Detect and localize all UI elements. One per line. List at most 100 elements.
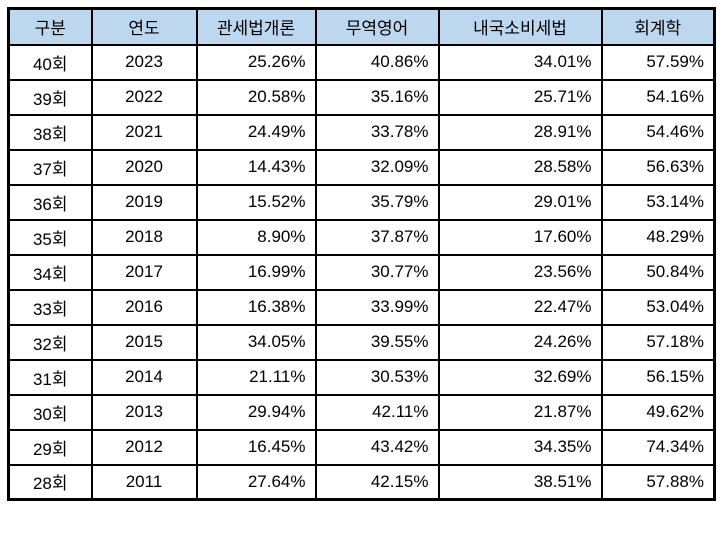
table-row: 35회 2018 8.90% 37.87% 17.60% 48.29% [7,218,716,256]
cell: 28.58% [437,148,603,186]
cell: 39.55% [314,323,440,361]
cell: 16.45% [195,428,317,466]
cell: 29.01% [437,183,603,221]
cell: 74.34% [600,428,716,466]
cell: 2023 [90,43,198,81]
cell: 2015 [90,323,198,361]
cell: 48.29% [600,218,716,256]
cell: 33.78% [314,113,440,151]
cell: 2012 [90,428,198,466]
cell: 32.09% [314,148,440,186]
cell: 42.11% [314,393,440,431]
cell: 33회 [7,288,93,326]
cell: 32회 [7,323,93,361]
cell: 21.87% [437,393,603,431]
cell: 37회 [7,148,93,186]
table-row: 28회 2011 27.64% 42.15% 38.51% 57.88% [7,463,716,501]
table-row: 39회 2022 20.58% 35.16% 25.71% 54.16% [7,78,716,116]
table-row: 36회 2019 15.52% 35.79% 29.01% 53.14% [7,183,716,221]
cell: 35.16% [314,78,440,116]
cell: 49.62% [600,393,716,431]
cell: 38.51% [437,463,603,501]
cell: 2011 [90,463,198,501]
cell: 40회 [7,43,93,81]
cell: 27.64% [195,463,317,501]
cell: 40.86% [314,43,440,81]
table-row: 30회 2013 29.94% 42.11% 21.87% 49.62% [7,393,716,431]
cell: 50.84% [600,253,716,291]
column-header: 연도 [90,7,198,46]
pass-rate-table: 구분 연도 관세법개론 무역영어 내국소비세법 회계학 40회 2023 25.26% 40.8… [7,7,716,501]
cell: 25.26% [195,43,317,81]
cell: 32.69% [437,358,603,396]
cell: 38회 [7,113,93,151]
cell: 34.01% [437,43,603,81]
cell: 2020 [90,148,198,186]
cell: 36회 [7,183,93,221]
column-header: 구분 [7,7,93,46]
cell: 22.47% [437,288,603,326]
cell: 34회 [7,253,93,291]
column-header: 회계학 [600,7,716,46]
cell: 30회 [7,393,93,431]
cell: 16.99% [195,253,317,291]
cell: 21.11% [195,358,317,396]
table-row: 38회 2021 24.49% 33.78% 28.91% 54.46% [7,113,716,151]
cell: 2019 [90,183,198,221]
cell: 24.26% [437,323,603,361]
column-header: 무역영어 [314,7,440,46]
cell: 23.56% [437,253,603,291]
table-row: 40회 2023 25.26% 40.86% 34.01% 57.59% [7,43,716,81]
cell: 34.05% [195,323,317,361]
cell: 37.87% [314,218,440,256]
cell: 57.18% [600,323,716,361]
table-row: 37회 2020 14.43% 32.09% 28.58% 56.63% [7,148,716,186]
cell: 39회 [7,78,93,116]
cell: 15.52% [195,183,317,221]
cell: 57.59% [600,43,716,81]
cell: 20.58% [195,78,317,116]
cell: 8.90% [195,218,317,256]
cell: 53.04% [600,288,716,326]
cell: 54.46% [600,113,716,151]
table-header: 구분 연도 관세법개론 무역영어 내국소비세법 회계학 [7,7,716,46]
table-body: 40회 2023 25.26% 40.86% 34.01% 57.59% 39회 2022 20… [7,43,716,501]
cell: 33.99% [314,288,440,326]
cell: 56.63% [600,148,716,186]
column-header: 내국소비세법 [437,7,603,46]
table-row: 32회 2015 34.05% 39.55% 24.26% 57.18% [7,323,716,361]
cell: 28회 [7,463,93,501]
cell: 2016 [90,288,198,326]
cell: 31회 [7,358,93,396]
table-row: 34회 2017 16.99% 30.77% 23.56% 50.84% [7,253,716,291]
pass-rate-table-container: 구분 연도 관세법개론 무역영어 내국소비세법 회계학 40회 2023 25.26% 40.8… [7,7,716,501]
cell: 43.42% [314,428,440,466]
cell: 57.88% [600,463,716,501]
cell: 28.91% [437,113,603,151]
cell: 2022 [90,78,198,116]
cell: 34.35% [437,428,603,466]
cell: 2013 [90,393,198,431]
cell: 2021 [90,113,198,151]
cell: 30.77% [314,253,440,291]
cell: 35회 [7,218,93,256]
cell: 24.49% [195,113,317,151]
cell: 16.38% [195,288,317,326]
cell: 53.14% [600,183,716,221]
cell: 29.94% [195,393,317,431]
cell: 35.79% [314,183,440,221]
cell: 29회 [7,428,93,466]
cell: 30.53% [314,358,440,396]
header-row: 구분 연도 관세법개론 무역영어 내국소비세법 회계학 [7,7,716,46]
cell: 14.43% [195,148,317,186]
cell: 56.15% [600,358,716,396]
cell: 25.71% [437,78,603,116]
column-header: 관세법개론 [195,7,317,46]
table-row: 31회 2014 21.11% 30.53% 32.69% 56.15% [7,358,716,396]
cell: 2017 [90,253,198,291]
cell: 42.15% [314,463,440,501]
table-row: 29회 2012 16.45% 43.42% 34.35% 74.34% [7,428,716,466]
cell: 54.16% [600,78,716,116]
cell: 2018 [90,218,198,256]
cell: 17.60% [437,218,603,256]
